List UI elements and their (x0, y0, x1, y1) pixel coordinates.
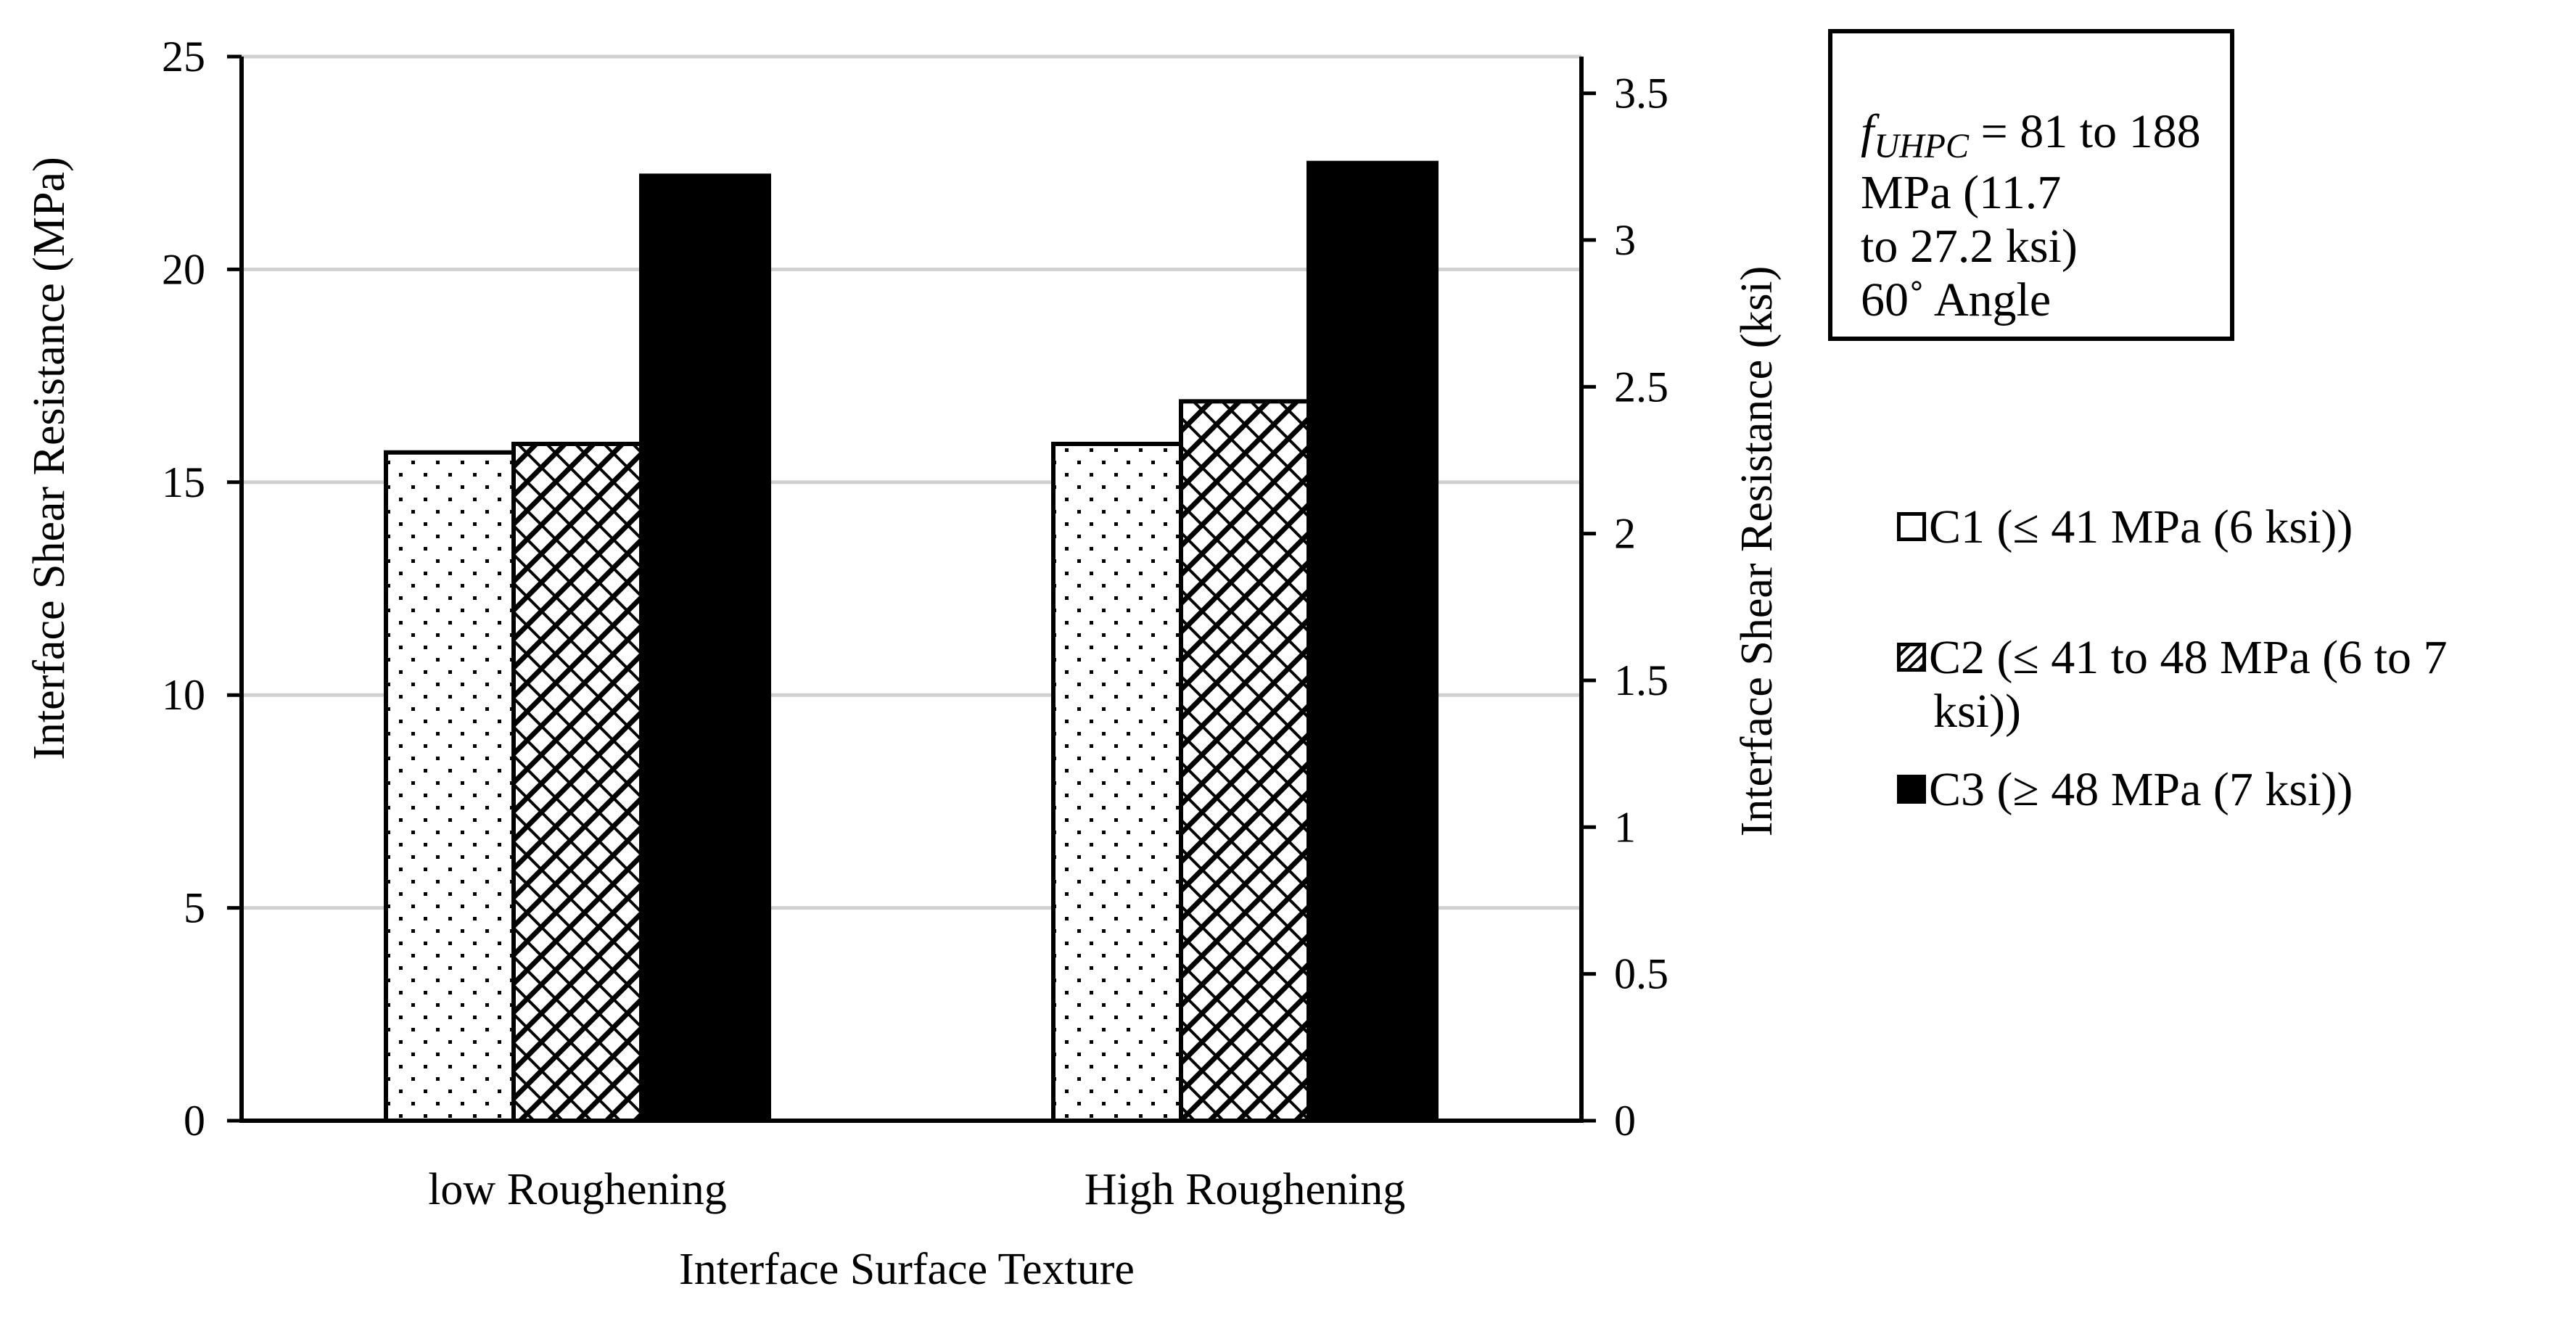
y-axis-title-left: Interface Shear Resistance (MPa) (25, 157, 74, 759)
f-subscript: UHPC (1874, 127, 1970, 165)
left-tick-label-3: 15 (162, 458, 205, 506)
annotation-line-2: to 27.2 ksi) (1861, 219, 2078, 273)
legend-swatch-c2 (1897, 643, 1926, 672)
legend-label-c1: C1 (≤ 41 MPa (6 ksi)) (1929, 501, 2353, 553)
bar-c2-low-roughening (511, 441, 643, 1123)
legend-swatch-c1 (1897, 512, 1926, 541)
right-tick-label-0: 0 (1614, 1097, 1636, 1145)
bar-c2-high-roughening (1179, 399, 1311, 1123)
left-tick-label-2: 10 (162, 671, 205, 719)
right-tick-label-6: 3 (1614, 216, 1636, 264)
left-tick-label-4: 20 (162, 245, 205, 293)
legend-label-c2-line1: C2 (≤ 41 to 48 MPa (6 to 7 (1929, 631, 2448, 684)
right-tick-label-5: 2.5 (1614, 363, 1668, 411)
x-category-label-1: High Roughening (1085, 1165, 1406, 1214)
x-category-label-0: low Roughening (428, 1165, 727, 1214)
bar-c3-high-roughening (1306, 160, 1439, 1124)
left-tick-label-0: 0 (184, 1097, 205, 1145)
legend-label-c3: C3 (≥ 48 MPa (7 ksi)) (1929, 763, 2353, 816)
right-tick-label-7: 3.5 (1614, 70, 1668, 118)
bar-c3-low-roughening (639, 173, 771, 1124)
legend-item-c1: C1 (≤ 41 MPa (6 ksi)) (1897, 501, 2550, 554)
right-tick-label-4: 2 (1614, 510, 1636, 558)
legend-item-c2: C2 (≤ 41 to 48 MPa (6 to 7 ksi)) (1897, 631, 2550, 738)
x-axis-title: Interface Surface Texture (679, 1245, 1135, 1294)
annotation-line-3: 60˚ Angle (1861, 273, 2052, 326)
y-axis-title-right: Interface Shear Resistance (ksi) (1732, 266, 1782, 837)
legend-item-c3: C3 (≥ 48 MPa (7 ksi)) (1897, 763, 2550, 817)
f-symbol: f (1861, 105, 1875, 158)
right-tick-label-2: 1 (1614, 803, 1636, 851)
left-tick-label-1: 5 (184, 884, 205, 932)
left-tick-label-5: 25 (162, 33, 205, 81)
bar-c1-high-roughening (1051, 441, 1183, 1123)
legend-swatch-c3 (1897, 775, 1926, 804)
annotation-text: fUHPC = 81 to 188 MPa (11.7 to 27.2 ksi)… (1861, 105, 2238, 326)
annotation-box (1828, 29, 2234, 341)
right-tick-label-1: 0.5 (1614, 950, 1668, 998)
annotation-line-1: fUHPC = 81 to 188 MPa (11.7 (1861, 105, 2238, 220)
legend-label-c2-line2: ksi)) (1933, 684, 2021, 738)
annotation-line-1-rest: = 81 to 188 MPa (11.7 (1861, 105, 2201, 219)
bar-c1-low-roughening (384, 450, 516, 1123)
right-tick-label-3: 1.5 (1614, 656, 1668, 704)
